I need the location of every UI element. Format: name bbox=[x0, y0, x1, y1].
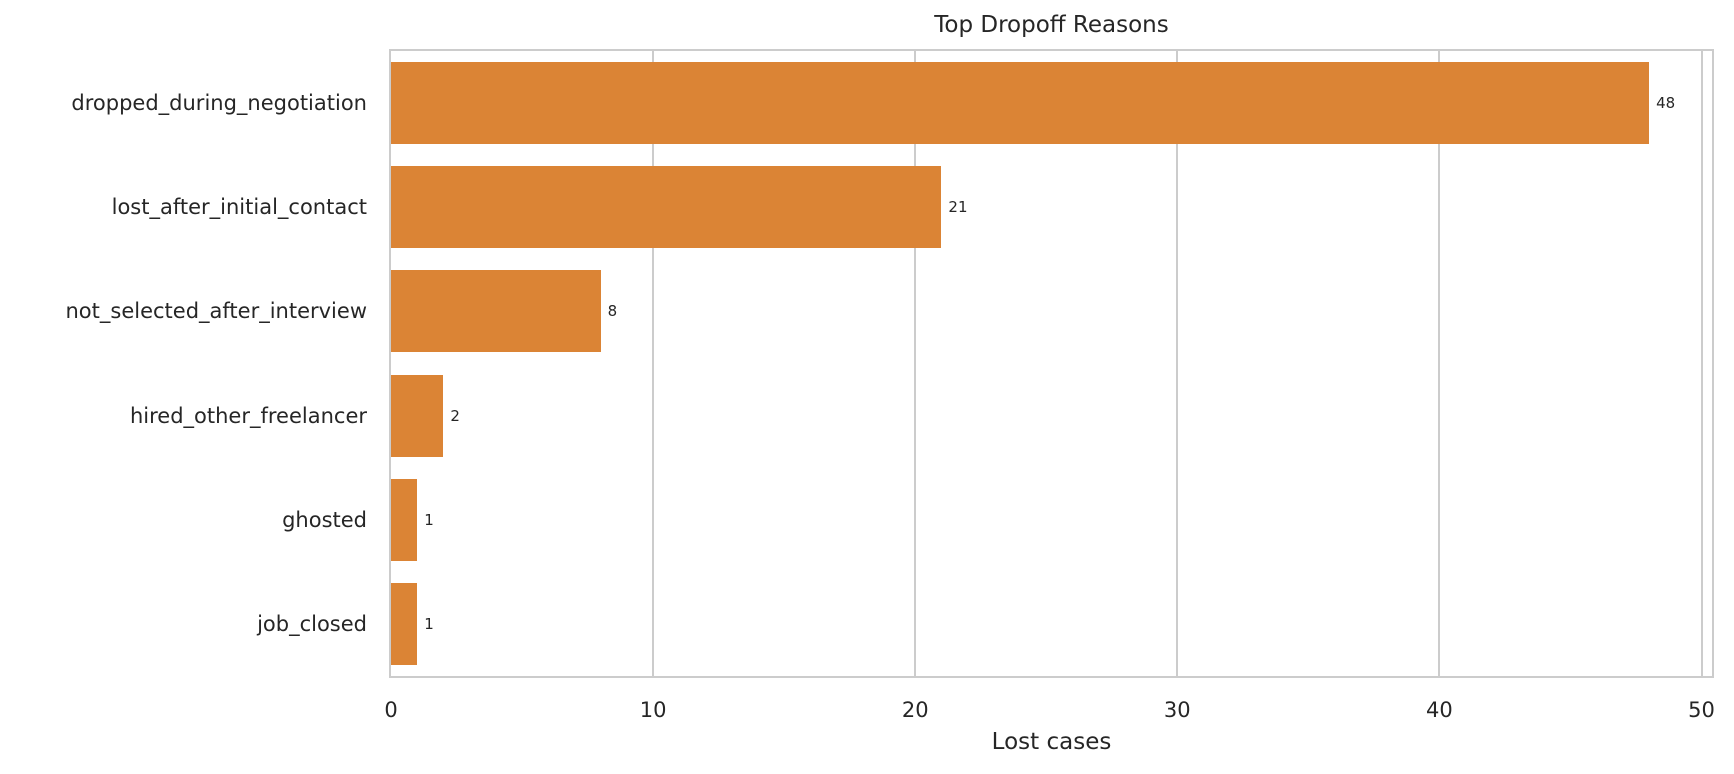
y-tick-label: hired_other_freelancer bbox=[129, 403, 367, 428]
bar-value-label: 1 bbox=[424, 614, 434, 633]
x-tick-label: 30 bbox=[1163, 698, 1191, 722]
bar bbox=[391, 582, 418, 665]
y-tick-label: lost_after_initial_contact bbox=[111, 195, 367, 220]
bar bbox=[391, 478, 418, 561]
bar-value-label: 1 bbox=[424, 510, 434, 529]
bar-value-label: 48 bbox=[1656, 94, 1676, 113]
x-tick-label: 40 bbox=[1426, 698, 1453, 722]
gridline bbox=[1700, 51, 1703, 676]
x-tick-label: 20 bbox=[901, 698, 929, 722]
gridline bbox=[914, 51, 917, 676]
bar-value-label: 8 bbox=[607, 302, 618, 321]
y-tick-label: dropped_during_negotiation bbox=[71, 91, 367, 116]
bar bbox=[391, 270, 601, 353]
plot-area: 48 21 8 2 1 1 bbox=[389, 49, 1714, 678]
y-tick-label: ghosted bbox=[282, 507, 367, 532]
x-tick-label: 0 bbox=[384, 698, 398, 722]
x-tick-label: 50 bbox=[1688, 698, 1715, 722]
gridline bbox=[1176, 51, 1179, 676]
y-tick-label: job_closed bbox=[257, 611, 367, 636]
x-tick-label: 10 bbox=[639, 698, 667, 722]
bar bbox=[391, 62, 1650, 145]
y-tick-label: not_selected_after_interview bbox=[65, 299, 367, 324]
gridline bbox=[652, 51, 655, 676]
bar-value-label: 21 bbox=[948, 198, 968, 217]
bar bbox=[391, 374, 444, 457]
gridline bbox=[1438, 51, 1441, 676]
chart-title: Top Dropoff Reasons bbox=[934, 12, 1169, 38]
x-axis-label: Lost cases bbox=[991, 729, 1112, 755]
bar-value-label: 2 bbox=[450, 406, 460, 425]
bar bbox=[391, 166, 942, 249]
